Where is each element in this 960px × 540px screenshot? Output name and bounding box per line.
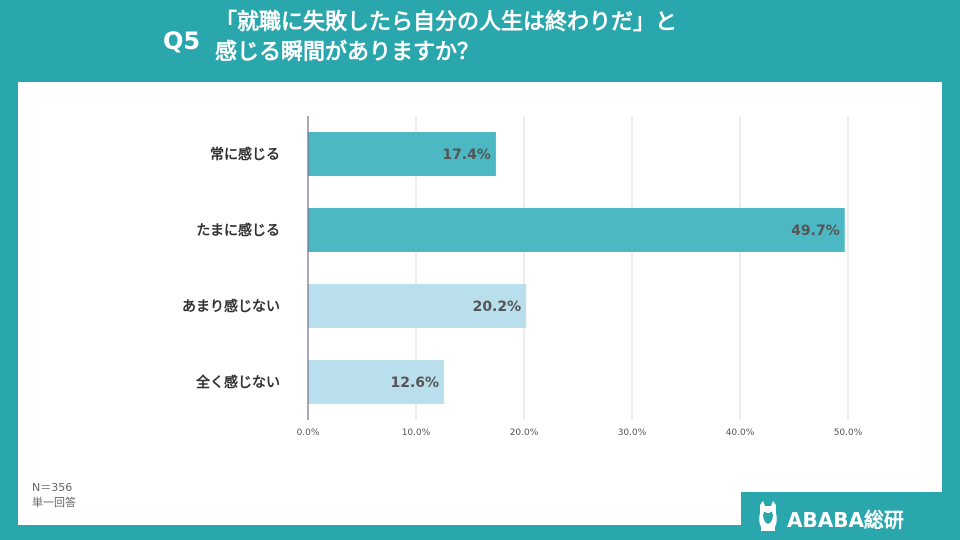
bar <box>308 208 845 252</box>
sample-size: N＝356 <box>32 481 73 494</box>
category-label: 常に感じる <box>210 146 280 163</box>
title-line-1: 「就職に失敗したら自分の人生は終わりだ」と <box>215 10 678 35</box>
bar <box>308 284 527 328</box>
page-title: 「就職に失敗したら自分の人生は終わりだ」と 感じる瞬間がありますか？ <box>215 8 855 68</box>
footnote: N＝356 単一回答 <box>32 480 76 510</box>
bar <box>308 132 496 176</box>
logo-text: ABABA総研 <box>787 508 904 532</box>
x-tick-label: 40.0% <box>726 428 755 438</box>
category-label: あまり感じない <box>182 298 280 315</box>
data-label: 49.7% <box>791 223 840 239</box>
x-tick-label: 30.0% <box>618 428 647 438</box>
chart-panel: 0.0% 10.0% 20.0% 30.0% 40.0% 50.0% 17.4% 常に感じる 4… <box>18 82 942 525</box>
title-line-2: 感じる瞬間がありますか？ <box>215 40 480 65</box>
data-label: 20.2% <box>473 299 522 315</box>
question-number: Q5 <box>163 27 201 55</box>
x-tick-label: 50.0% <box>834 428 863 438</box>
x-tick-label: 0.0% <box>297 428 320 438</box>
category-label: 全く感じない <box>195 374 280 391</box>
bar-chart: 0.0% 10.0% 20.0% 30.0% 40.0% 50.0% 17.4% 常に感じる 4… <box>182 116 863 438</box>
header: Q5 「就職に失敗したら自分の人生は終わりだ」と 感じる瞬間がありますか？ <box>0 0 960 78</box>
alpaca-icon <box>759 501 777 531</box>
x-tick-label: 20.0% <box>510 428 539 438</box>
brand-logo: ABABA総研 <box>741 492 942 540</box>
data-label: 17.4% <box>442 147 491 163</box>
data-label: 12.6% <box>391 375 440 391</box>
x-tick-label: 10.0% <box>402 428 431 438</box>
answer-type: 単一回答 <box>32 496 76 509</box>
bar <box>308 360 445 404</box>
category-label: たまに感じる <box>196 222 280 239</box>
